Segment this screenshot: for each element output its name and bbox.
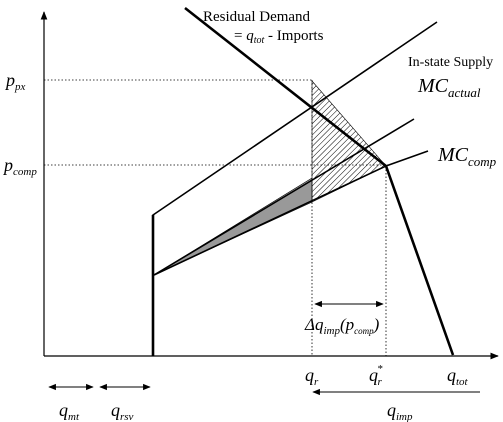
residual-demand-curve <box>184 6 455 356</box>
mc-actual-line <box>153 118 415 276</box>
delta-q-imp-label: Δqimp(pcomp) <box>304 315 380 337</box>
q-r-star-label: q* r <box>369 363 383 388</box>
q-r-label: qr <box>305 365 319 388</box>
residual-demand-label: Residual Demand <box>203 9 311 25</box>
q-rsv-label: qrsv <box>111 400 134 422</box>
instate-supply-label: In-state Supply <box>408 55 493 70</box>
p-comp-label: pcomp <box>2 155 37 178</box>
mc-comp-label: MCcomp <box>437 144 497 169</box>
residual-demand-equation: = qtot - Imports <box>234 28 324 46</box>
q-mt-label: qmt <box>59 400 80 422</box>
p-px-label: ppx <box>4 70 26 93</box>
q-tot-label: qtot <box>447 365 469 388</box>
mc-actual-label: MCactual <box>417 75 481 100</box>
q-imp-label: qimp <box>387 400 413 422</box>
